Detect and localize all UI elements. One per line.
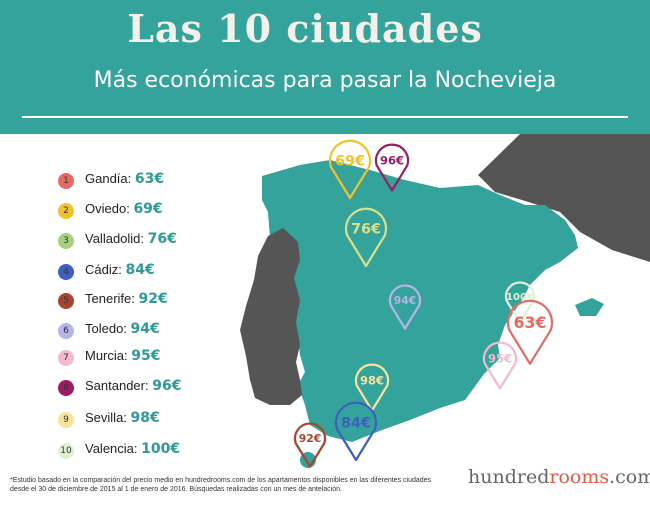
legend-price: 100€ [141,441,181,457]
pin-marker-icon [344,207,388,268]
legend-number-badge: 8 [58,380,74,396]
legend-city: Cádiz: 84€ [85,262,155,278]
legend-price: 98€ [130,410,160,426]
legend-price: 76€ [147,231,177,247]
pin-marker-icon [328,139,372,200]
pin-marker-icon [482,341,518,390]
legend-city-name: Cádiz: [85,262,122,277]
footnote: *Estudio basado en la comparación del pr… [10,477,432,493]
pin-price-label: 69€ [335,154,365,170]
pin-marker-icon [354,363,390,412]
pin-price-label: 94€ [394,294,417,307]
page-subtitle: Más económicas para pasar la Nochevieja [93,68,557,93]
legend-city: Tenerife: 92€ [85,291,168,307]
legend-city-name: Santander: [85,378,149,393]
legend-city-name: Toledo: [85,321,127,336]
legend-city-name: Murcia: [85,348,128,363]
legend-price: 84€ [125,262,155,278]
brand-logo[interactable]: hundredrooms.com [468,466,650,488]
legend-number-badge: 1 [58,173,74,189]
legend-city: Sevilla: 98€ [85,410,160,426]
legend-price: 94€ [130,321,160,337]
legend-number-badge: 5 [58,293,74,309]
portugal-shape [240,228,302,405]
price-pin: 76€ [344,207,388,268]
legend-city: Toledo: 94€ [85,321,160,337]
pin-marker-icon [504,281,536,324]
pin-price-label: 96€ [380,153,404,167]
pin-price-label: 76€ [351,222,381,238]
pin-price-label: 98€ [360,373,384,387]
pin-marker-icon [334,401,378,462]
legend-city-name: Sevilla: [85,410,127,425]
price-pin: 96€ [374,143,410,192]
legend-number-badge: 2 [58,203,74,219]
legend-price: 69€ [133,201,163,217]
page-title: Las 10 ciudades [127,6,483,51]
france-shape [478,134,650,262]
price-pins: 69€ 96€ 76€ 94€ 100€ 63€ 95€ 98€ 84€ 92€ [293,139,554,468]
price-pin: 94€ [388,284,422,330]
legend-city: Gandía: 63€ [85,171,164,187]
legend-price: 95€ [131,348,161,364]
price-pin: 95€ [482,341,518,390]
spain-map: 69€ 96€ 76€ 94€ 100€ 63€ 95€ 98€ 84€ 92€ [240,134,650,468]
legend-price: 63€ [134,171,165,187]
legend-city-name: Gandía: [85,171,132,186]
legend-city: Oviedo: 69€ [85,201,163,217]
legend-city: Valencia: 100€ [85,441,180,457]
legend-number-badge: 3 [58,233,74,249]
header-divider [22,116,628,118]
legend-city-name: Oviedo: [85,201,130,216]
pin-price-label: 92€ [299,432,322,445]
pin-marker-icon [293,422,327,468]
legend-city: Santander: 96€ [85,378,181,394]
price-pin: 69€ [328,139,372,200]
legend-city: Valladolid: 76€ [85,231,177,247]
price-pin: 84€ [334,401,378,462]
legend-number-badge: 10 [58,443,74,459]
legend-price: 96€ [152,378,182,394]
balearic-islands [575,298,604,316]
pin-price-label: 95€ [488,351,512,365]
legend-number-badge: 6 [58,323,74,339]
price-pin: 100€ [504,281,536,324]
pin-marker-icon [506,299,554,365]
legend-city: Murcia: 95€ [85,348,160,364]
legend-number-badge: 9 [58,412,74,428]
price-pin: 98€ [354,363,390,412]
pin-marker-icon [388,284,422,330]
legend-number-badge: 4 [58,264,74,280]
pin-price-label: 63€ [513,313,546,332]
pin-marker-icon [374,143,410,192]
pin-price-label: 100€ [506,292,534,303]
legend-city-name: Valencia: [85,441,138,456]
header-banner: Las 10 ciudades Más económicas para pasa… [0,0,650,134]
legend-number-badge: 7 [58,350,74,366]
legend-price: 92€ [138,291,168,307]
legend-city-name: Tenerife: [85,291,135,306]
price-pin: 63€ [506,299,554,365]
legend-city-name: Valladolid: [85,231,145,246]
pin-price-label: 84€ [341,416,371,432]
price-pin: 92€ [293,422,327,468]
